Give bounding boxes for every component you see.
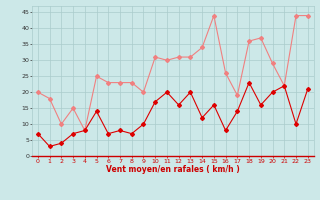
X-axis label: Vent moyen/en rafales ( km/h ): Vent moyen/en rafales ( km/h ) (106, 165, 240, 174)
